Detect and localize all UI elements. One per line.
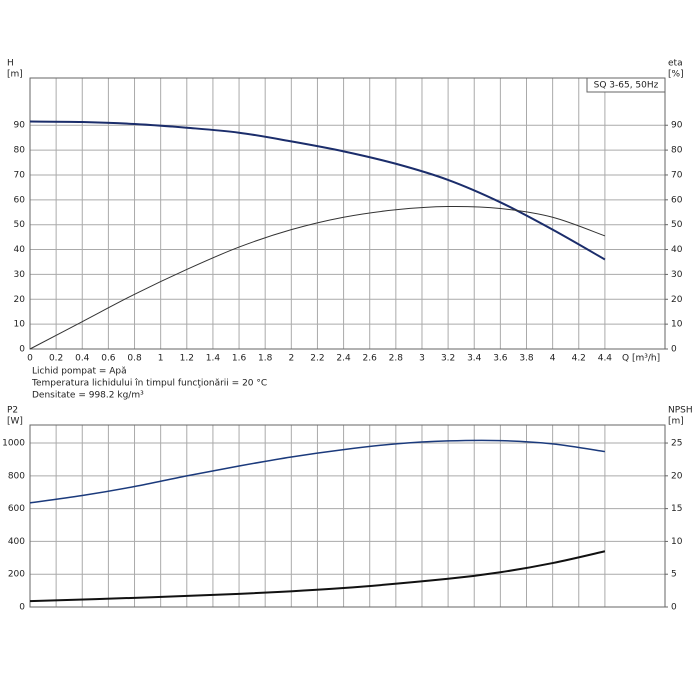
y2-tick-label: 70 <box>671 170 683 180</box>
note: Densitate = 998.2 kg/m³ <box>32 391 144 401</box>
x-tick-label: 2 <box>288 354 294 364</box>
x-tick-label: 0.6 <box>101 354 116 364</box>
y-tick-label: 60 <box>14 195 26 205</box>
plot-frame <box>29 77 666 350</box>
y-tick-label: 200 <box>8 570 25 580</box>
x-tick-label: 3.2 <box>441 354 455 364</box>
y-tick-label: 400 <box>8 537 25 547</box>
x-tick-label: 1.2 <box>180 354 194 364</box>
x-tick-label: 3.4 <box>467 354 482 364</box>
y2-tick-label: 15 <box>671 504 682 514</box>
y2-tick-label: 10 <box>671 537 683 547</box>
x-tick-label: 4.2 <box>572 354 586 364</box>
y-tick-label: 800 <box>8 471 25 481</box>
y-tick-label: 600 <box>8 504 25 514</box>
y2-tick-label: 40 <box>671 245 683 255</box>
x-tick-label: 3 <box>419 354 425 364</box>
y2-tick-label: 30 <box>671 270 683 280</box>
x-tick-label: 1.4 <box>206 354 221 364</box>
curve <box>29 550 606 603</box>
y2-tick-label: 25 <box>671 439 682 449</box>
x-tick-label: 3.6 <box>493 354 508 364</box>
x-tick-label: 1.6 <box>232 354 247 364</box>
y2-tick-label: 20 <box>671 295 683 305</box>
x-tick-label: 1 <box>158 354 164 364</box>
y-tick-label: 10 <box>14 320 26 330</box>
x-tick-label: 2.6 <box>363 354 378 364</box>
y-axis-label: [m] <box>7 70 23 80</box>
y2-axis-label: [m] <box>668 417 684 427</box>
curve <box>29 205 606 350</box>
y-tick-label: 50 <box>14 220 26 230</box>
y-tick-label: 40 <box>14 245 26 255</box>
x-tick-label: 4 <box>550 354 556 364</box>
y-tick-label: 30 <box>14 270 26 280</box>
y2-tick-label: 90 <box>671 121 683 131</box>
y2-axis-label: eta <box>668 59 683 69</box>
curve <box>29 439 606 504</box>
pump-label: SQ 3-65, 50Hz <box>594 81 659 91</box>
x-tick-label: 0.2 <box>49 354 63 364</box>
x-tick-label: 2.4 <box>336 354 351 364</box>
y-axis-label: [W] <box>7 417 23 427</box>
x-tick-label: 4.4 <box>598 354 613 364</box>
y-tick-label: 0 <box>19 603 25 613</box>
label-box <box>586 77 666 93</box>
y2-tick-label: 5 <box>671 570 677 580</box>
y2-tick-label: 50 <box>671 220 683 230</box>
plot-frame <box>29 424 666 608</box>
y2-tick-label: 60 <box>671 195 683 205</box>
y2-tick-label: 0 <box>671 603 677 613</box>
y2-axis-label: NPSH <box>668 406 693 416</box>
x-tick-label: 0.4 <box>75 354 90 364</box>
note: Temperatura lichidului în timpul funcţio… <box>31 379 267 389</box>
curve <box>29 120 606 261</box>
y2-tick-label: 80 <box>671 146 683 156</box>
y2-tick-label: 20 <box>671 471 683 481</box>
x-axis-label: Q [m³/h] <box>622 354 660 364</box>
y-axis-label: P2 <box>7 406 18 416</box>
y-tick-label: 70 <box>14 170 26 180</box>
y2-axis-label: [%] <box>668 70 684 80</box>
note: Lichid pompat = Apă <box>32 367 127 377</box>
x-tick-label: 0 <box>27 354 33 364</box>
y-tick-label: 90 <box>14 121 26 131</box>
y-axis-label: H <box>7 59 14 69</box>
x-tick-label: 2.8 <box>389 354 404 364</box>
x-tick-label: 0.8 <box>127 354 142 364</box>
y-tick-label: 1000 <box>2 439 25 449</box>
x-tick-label: 1.8 <box>258 354 273 364</box>
y2-tick-label: 0 <box>671 345 677 355</box>
y-tick-label: 20 <box>14 295 26 305</box>
y2-tick-label: 10 <box>671 320 683 330</box>
y-tick-label: 80 <box>14 146 26 156</box>
x-tick-label: 3.8 <box>519 354 534 364</box>
y-tick-label: 0 <box>19 345 25 355</box>
x-tick-label: 2.2 <box>310 354 324 364</box>
